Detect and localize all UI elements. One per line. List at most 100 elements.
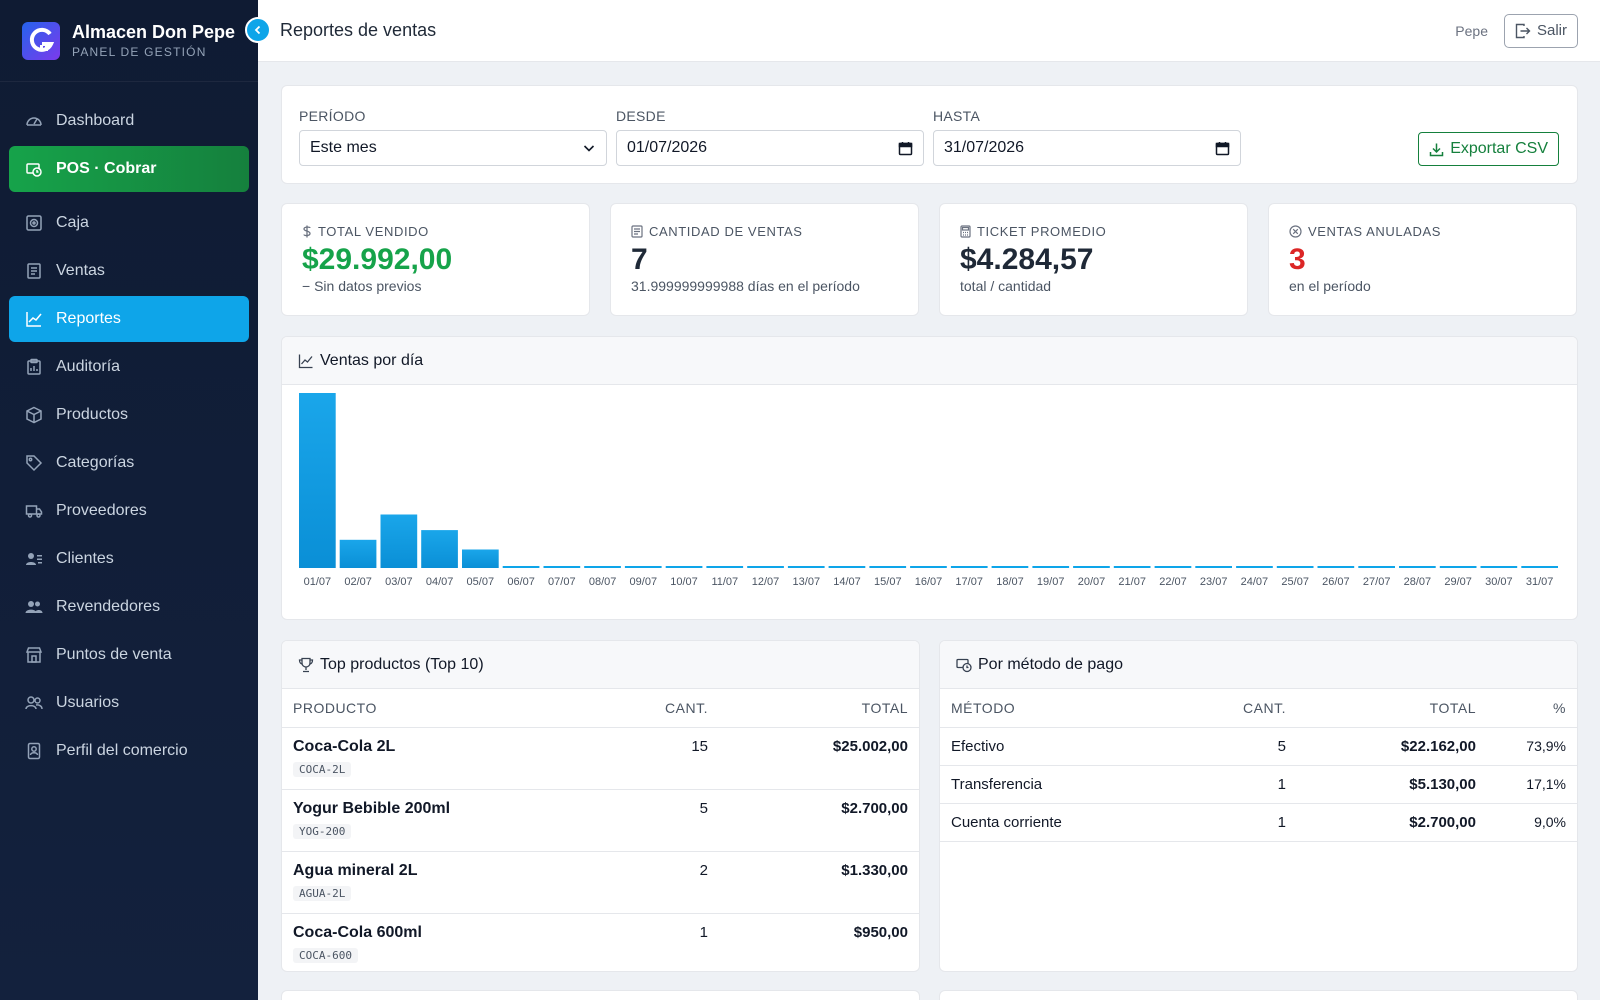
sidebar-item-perfil-comercio[interactable]: Perfil del comercio: [9, 728, 249, 774]
chart-bar[interactable]: [380, 514, 418, 569]
chart-bar[interactable]: [747, 566, 784, 568]
clipboard-icon: [24, 357, 44, 377]
brand[interactable]: Almacen Don Pepe PANEL DE GESTIÓN: [0, 0, 258, 82]
chart-bar[interactable]: [339, 539, 377, 568]
column-header[interactable]: CANT.: [602, 689, 719, 728]
sidebar-item-revendedores[interactable]: Revendedores: [9, 584, 249, 630]
chart-bar[interactable]: [1317, 566, 1355, 568]
logout-button[interactable]: Salir: [1503, 13, 1578, 48]
x-tick-label: 15/07: [874, 576, 902, 588]
sidebar-item-auditoria[interactable]: Auditoría: [9, 344, 249, 390]
from-date-input[interactable]: 01/07/2026: [616, 130, 924, 166]
receipt-icon: [631, 225, 643, 238]
chart-bar[interactable]: [1032, 566, 1070, 568]
sidebar-item-clientes[interactable]: Clientes: [9, 536, 249, 582]
x-tick-label: 14/07: [833, 576, 861, 588]
payment-methods-card: Por método de pago MÉTODO CANT. TOTAL % …: [939, 640, 1578, 972]
chevron-down-icon: [582, 141, 596, 155]
export-csv-button[interactable]: Exportar CSV: [1418, 132, 1559, 166]
payment-pct: 73,9%: [1487, 727, 1577, 766]
chart-bar[interactable]: [462, 549, 499, 569]
chart-bar[interactable]: [706, 566, 744, 568]
sidebar-item-label: Categorías: [56, 454, 135, 471]
column-header[interactable]: MÉTODO: [940, 689, 1180, 728]
column-header[interactable]: CANT.: [1179, 689, 1297, 728]
x-tick-label: 07/07: [548, 576, 576, 588]
chart-bar[interactable]: [1521, 566, 1558, 568]
chart-bar[interactable]: [1439, 566, 1477, 568]
chart-bar[interactable]: [950, 566, 988, 568]
sidebar-item-categorias[interactable]: Categorías: [9, 440, 249, 486]
from-field: DESDE 01/07/2026: [616, 108, 924, 166]
download-icon: [1429, 142, 1444, 157]
x-tick-label: 16/07: [915, 576, 943, 588]
column-header[interactable]: TOTAL: [719, 689, 919, 728]
kpi-sub: en el período: [1289, 278, 1371, 294]
table-row[interactable]: Efectivo 5 $22.162,00 73,9%: [940, 727, 1577, 766]
chart-bar[interactable]: [1399, 566, 1436, 568]
x-tick-label: 05/07: [467, 576, 495, 588]
sidebar-item-puntos-de-venta[interactable]: Puntos de venta: [9, 632, 249, 678]
table-row[interactable]: Transferencia 1 $5.130,00 17,1%: [940, 765, 1577, 804]
sidebar-item-ventas[interactable]: Ventas: [9, 248, 249, 294]
to-label: HASTA: [933, 108, 981, 124]
chart-bar[interactable]: [543, 566, 581, 568]
sidebar-item-label: Perfil del comercio: [56, 742, 188, 759]
table-row[interactable]: Coca-Cola 2L COCA-2L 15 $25.002,00: [282, 727, 919, 790]
column-header[interactable]: TOTAL: [1297, 689, 1487, 728]
payment-qty: 1: [1179, 803, 1297, 842]
chart-bar[interactable]: [624, 566, 662, 568]
table-row[interactable]: Agua mineral 2L AGUA-2L 2 $1.330,00: [282, 851, 919, 914]
sidebar-item-dashboard[interactable]: Dashboard: [9, 98, 249, 144]
chart-bar[interactable]: [787, 566, 825, 568]
chart-bar[interactable]: [869, 566, 907, 568]
chart-bar[interactable]: [584, 566, 621, 568]
sidebar-item-usuarios[interactable]: Usuarios: [9, 680, 249, 726]
table-row[interactable]: Yogur Bebible 200ml YOG-200 5 $2.700,00: [282, 789, 919, 852]
kpi-total-sold: TOTAL VENDIDO $29.992,00 − Sin datos pre…: [281, 203, 590, 316]
payment-methods-title: Por método de pago: [978, 655, 1123, 673]
chart-bar[interactable]: [1073, 566, 1110, 568]
chart-line-icon: [24, 309, 44, 329]
chart-bar[interactable]: [299, 393, 336, 568]
x-tick-label: 22/07: [1159, 576, 1187, 588]
sidebar-item-pos[interactable]: POS · Cobrar: [9, 146, 249, 192]
chart-bar[interactable]: [828, 566, 866, 568]
chart-bar[interactable]: [1276, 566, 1314, 568]
user-name[interactable]: Pepe: [1455, 22, 1488, 39]
chart-bar[interactable]: [665, 566, 703, 568]
calculator-icon: [960, 225, 971, 238]
box-icon: [24, 405, 44, 425]
to-date-input[interactable]: 31/07/2026: [933, 130, 1241, 166]
column-header[interactable]: %: [1487, 689, 1577, 728]
kpi-label: CANTIDAD DE VENTAS: [649, 224, 803, 239]
calendar-icon[interactable]: [1215, 141, 1230, 156]
column-header[interactable]: PRODUCTO: [282, 689, 603, 728]
x-tick-label: 28/07: [1404, 576, 1432, 588]
chart-bar[interactable]: [1358, 566, 1395, 568]
chart-bar[interactable]: [910, 566, 947, 568]
sidebar-collapse-button[interactable]: [245, 17, 271, 43]
export-csv-label: Exportar CSV: [1450, 140, 1548, 157]
table-row[interactable]: Coca-Cola 600ml COCA-600 1 $950,00: [282, 913, 919, 971]
chart-bar[interactable]: [1113, 566, 1151, 568]
x-tick-label: 01/07: [304, 576, 332, 588]
chart-bar[interactable]: [502, 566, 540, 568]
chart-bar[interactable]: [1236, 566, 1273, 568]
chart-bar[interactable]: [1195, 566, 1232, 568]
sidebar-item-reportes[interactable]: Reportes: [9, 296, 249, 342]
sidebar-item-label: Auditoría: [56, 358, 121, 375]
product-sku: COCA-600: [293, 947, 358, 963]
chart-bar[interactable]: [1154, 566, 1192, 568]
sidebar-item-caja[interactable]: Caja: [9, 200, 249, 246]
sidebar-item-proveedores[interactable]: Proveedores: [9, 488, 249, 534]
calendar-icon[interactable]: [898, 141, 913, 156]
chart-bar[interactable]: [421, 530, 458, 568]
chart-bar[interactable]: [991, 566, 1029, 568]
period-label: PERÍODO: [299, 108, 366, 124]
kpi-sales-count: CANTIDAD DE VENTAS 7 31.999999999988 día…: [610, 203, 919, 316]
sidebar-item-productos[interactable]: Productos: [9, 392, 249, 438]
period-select[interactable]: Este mes: [299, 130, 607, 166]
table-row[interactable]: Cuenta corriente 1 $2.700,00 9,0%: [940, 803, 1577, 842]
chart-bar[interactable]: [1480, 566, 1518, 568]
